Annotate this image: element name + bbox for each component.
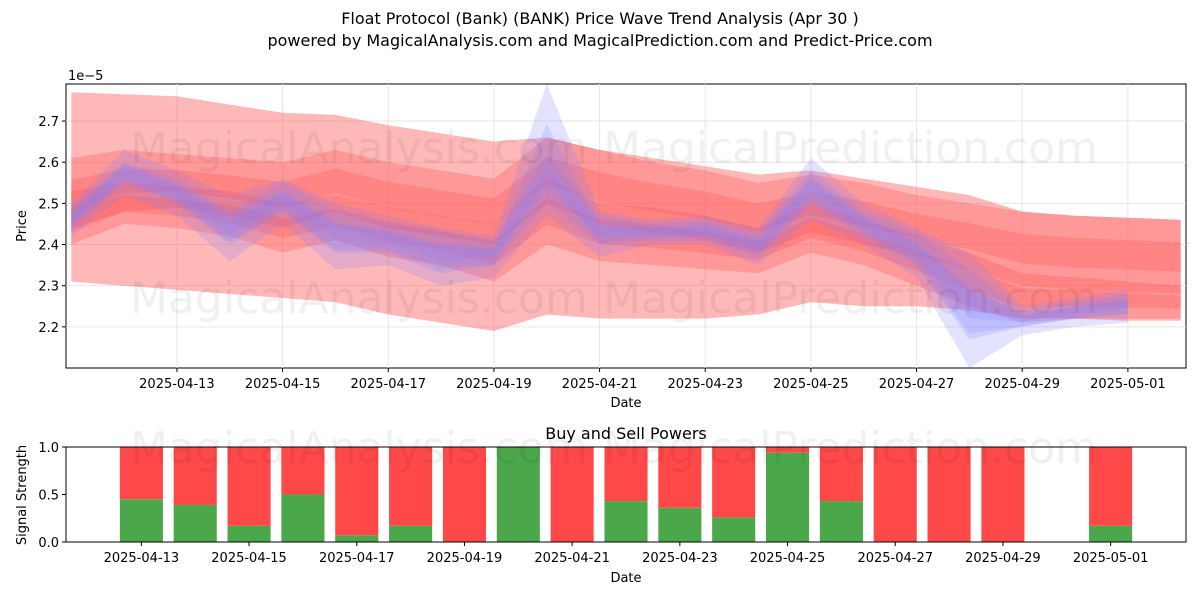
buy-sell-x-axis: 2025-04-13 2025-04-15 2025-04-17 2025-04-19… xyxy=(104,542,1149,566)
sell-bar xyxy=(173,447,217,505)
buy-sell-y-tick-label: 0.0 xyxy=(38,536,59,551)
sell-bar xyxy=(766,447,810,453)
buy-sell-x-label: Date xyxy=(610,571,641,586)
watermark-prediction: MagicalPrediction.com xyxy=(603,123,1098,174)
price-x-tick-label: 2025-04-27 xyxy=(879,377,955,392)
buy-sell-x-tick-label: 2025-04-17 xyxy=(319,551,395,566)
sell-bar xyxy=(1089,447,1133,526)
price-gridlines xyxy=(66,84,1186,368)
price-y-label: Price xyxy=(15,210,30,242)
price-y-tick-label: 2.6 xyxy=(38,156,59,171)
lower-channel-band xyxy=(71,178,1181,323)
buy-sell-y-label: Signal Strength xyxy=(15,445,30,545)
buy-sell-y-tick-label: 1.0 xyxy=(38,441,59,456)
price-plot-frame xyxy=(65,83,1187,369)
wide-band-band xyxy=(71,92,1181,331)
sell-bar xyxy=(281,447,325,495)
buy-bar xyxy=(712,517,756,542)
buy-sell-x-tick-label: 2025-04-25 xyxy=(750,551,826,566)
watermark-analysis: MagicalAnalysis.com xyxy=(130,123,588,174)
price-y-tick-label: 2.3 xyxy=(38,280,59,295)
price-y-tick-label: 2.5 xyxy=(38,197,59,212)
price-x-tick-label: 2025-04-21 xyxy=(562,377,638,392)
sell-bar xyxy=(335,447,379,536)
price-y-tick-label: 2.7 xyxy=(38,115,59,130)
sell-bar xyxy=(658,447,702,508)
buy-bar xyxy=(766,452,810,542)
price-y-tick-label: 2.4 xyxy=(38,239,59,254)
buy-sell-x-tick-label: 2025-04-13 xyxy=(104,551,180,566)
watermark-prediction: MagicalPrediction.com xyxy=(603,273,1098,324)
buy-sell-bars xyxy=(119,447,1133,542)
buy-bar xyxy=(819,501,863,542)
price-bands xyxy=(71,84,1181,368)
price-wave-1-core xyxy=(71,123,1128,334)
price-y-offset-label: 1e−5 xyxy=(68,69,103,84)
buy-bar xyxy=(119,499,163,542)
price-x-tick-label: 2025-04-15 xyxy=(245,377,321,392)
sell-bar xyxy=(819,447,863,502)
buy-bar xyxy=(658,507,702,542)
buy-sell-title: Buy and Sell Powers xyxy=(545,424,707,443)
price-wave-2-core xyxy=(71,168,1128,322)
lower-channel-core xyxy=(71,195,1181,309)
buy-sell-x-tick-label: 2025-04-21 xyxy=(534,551,610,566)
sell-bar xyxy=(550,447,594,542)
watermark-prediction: MagicalPrediction.com xyxy=(603,423,1098,474)
buy-bar xyxy=(173,504,217,542)
chart-subtitle: powered by MagicalAnalysis.com and Magic… xyxy=(267,31,933,50)
buy-bar xyxy=(389,525,433,542)
price-wave-chart: MagicalAnalysis.com MagicalPrediction.co… xyxy=(15,69,1187,411)
sell-bar xyxy=(604,447,648,502)
buy-sell-x-tick-label: 2025-04-27 xyxy=(857,551,933,566)
buy-sell-chart: Buy and Sell Powers MagicalAnalysis.com … xyxy=(15,423,1187,586)
price-y-tick-label: 2.2 xyxy=(38,321,59,336)
buy-sell-x-tick-label: 2025-04-15 xyxy=(211,551,287,566)
price-x-label: Date xyxy=(610,396,641,411)
price-x-axis: 2025-04-13 2025-04-15 2025-04-17 2025-04-19… xyxy=(139,368,1166,392)
buy-bar xyxy=(1089,525,1133,542)
buy-bar xyxy=(604,501,648,542)
price-x-tick-label: 2025-05-01 xyxy=(1090,377,1166,392)
buy-sell-x-tick-label: 2025-05-01 xyxy=(1073,551,1149,566)
sell-bar xyxy=(927,447,971,542)
price-x-tick-label: 2025-04-17 xyxy=(350,377,426,392)
price-y-axis: 2.2 2.3 2.4 2.5 2.6 2.7 xyxy=(38,115,66,336)
buy-bar xyxy=(496,447,540,542)
upper-channel-band xyxy=(71,137,1181,294)
price-x-tick-label: 2025-04-23 xyxy=(667,377,743,392)
chart-title: Float Protocol (Bank) (BANK) Price Wave … xyxy=(341,9,859,28)
buy-sell-watermarks: MagicalAnalysis.com MagicalPrediction.co… xyxy=(130,423,1098,474)
sell-bar xyxy=(442,447,486,542)
price-x-tick-label: 2025-04-29 xyxy=(984,377,1060,392)
buy-bar xyxy=(227,525,271,542)
sell-bar xyxy=(227,447,271,526)
watermark-analysis: MagicalAnalysis.com xyxy=(130,273,588,324)
sell-bar xyxy=(119,447,163,500)
buy-bar xyxy=(335,535,379,542)
buy-sell-y-axis: 0.0 0.5 1.0 xyxy=(38,441,66,551)
sell-bar xyxy=(873,447,917,542)
sell-bar xyxy=(712,447,756,518)
sell-bar xyxy=(389,447,433,526)
price-x-tick-label: 2025-04-13 xyxy=(139,377,215,392)
buy-sell-x-tick-label: 2025-04-19 xyxy=(427,551,503,566)
price-x-tick-label: 2025-04-19 xyxy=(456,377,532,392)
watermark-analysis: MagicalAnalysis.com xyxy=(130,423,588,474)
buy-bar xyxy=(281,494,325,542)
upper-channel-core xyxy=(71,157,1181,272)
buy-sell-x-tick-label: 2025-04-29 xyxy=(965,551,1041,566)
buy-sell-y-tick-label: 0.5 xyxy=(38,489,59,504)
buy-sell-x-tick-label: 2025-04-23 xyxy=(642,551,718,566)
price-x-tick-label: 2025-04-25 xyxy=(773,377,849,392)
price-wave-1-band xyxy=(71,84,1128,368)
sell-bar xyxy=(981,447,1025,542)
price-wave-2-band xyxy=(71,154,1128,340)
price-watermarks: MagicalAnalysis.com MagicalPrediction.co… xyxy=(130,123,1098,324)
